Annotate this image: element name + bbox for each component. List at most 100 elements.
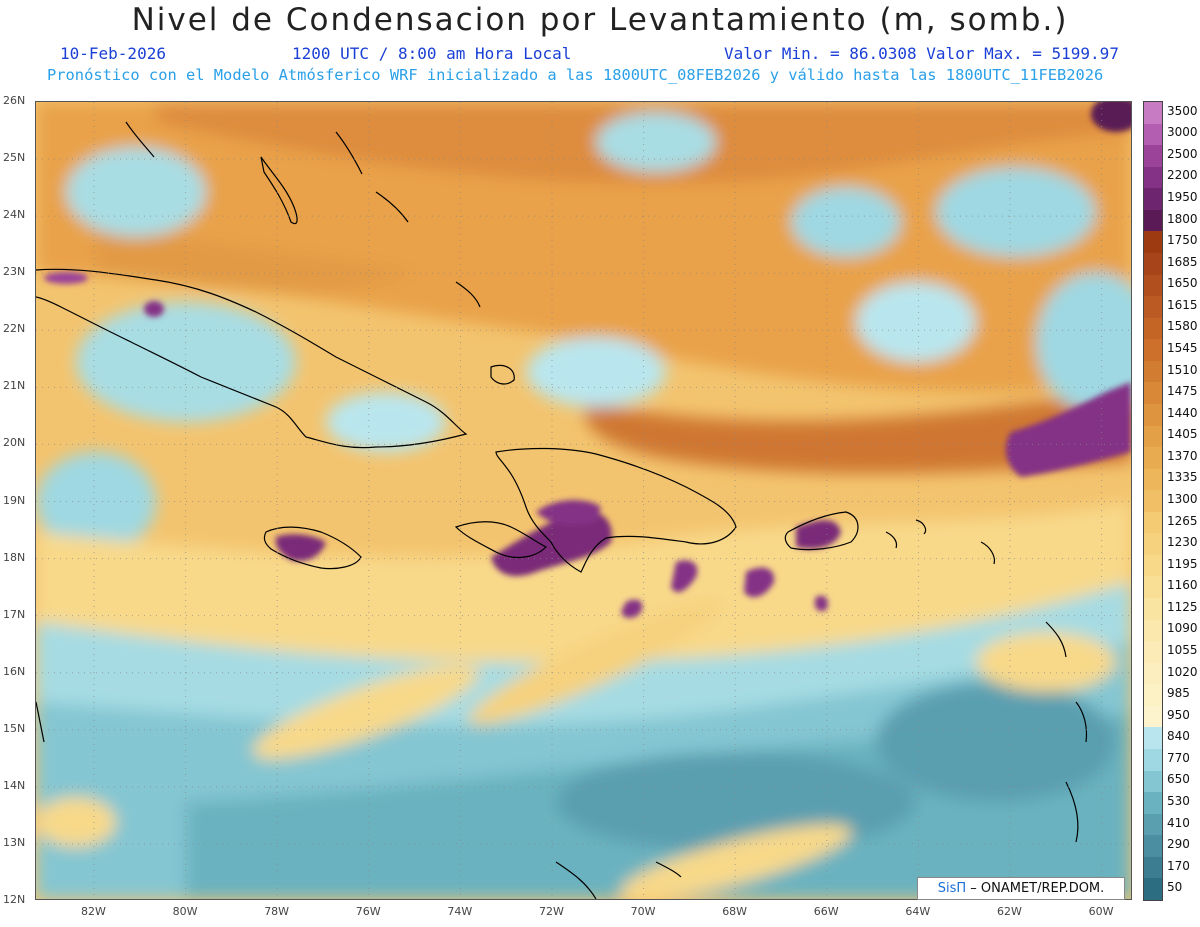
- value-stats: Valor Min. = 86.0308 Valor Max. = 5199.9…: [724, 44, 1119, 63]
- legend-level-label: 170: [1167, 858, 1190, 873]
- lat-tick-label: 22N: [3, 322, 26, 336]
- legend-level-label: 1020: [1167, 664, 1198, 679]
- legend-swatch: [1144, 360, 1162, 383]
- legend-swatch: [1144, 684, 1162, 707]
- legend-swatch: [1144, 619, 1162, 642]
- legend-swatch: [1144, 598, 1162, 621]
- legend-level-label: 3000: [1167, 125, 1198, 140]
- legend-level-label: 1370: [1167, 448, 1198, 463]
- legend-level-label: 1650: [1167, 276, 1198, 291]
- legend-level-label: 1545: [1167, 341, 1198, 356]
- lat-tick-label: 16N: [3, 664, 26, 678]
- legend-level-label: 1800: [1167, 211, 1198, 226]
- legend-level-label: 1475: [1167, 384, 1198, 399]
- legend-level-label: 770: [1167, 750, 1190, 765]
- legend-swatch: [1144, 317, 1162, 340]
- legend-swatch: [1144, 145, 1162, 168]
- credit-text: – ONAMET/REP.DOM.: [970, 881, 1105, 896]
- legend-swatch: [1144, 209, 1162, 232]
- legend-swatch: [1144, 641, 1162, 664]
- lon-tick-label: 60W: [1088, 905, 1114, 918]
- legend-level-label: 1265: [1167, 513, 1198, 528]
- lat-tick-label: 18N: [3, 550, 26, 564]
- legend-swatch: [1144, 511, 1162, 534]
- map-title: Nivel de Condensacion por Levantamiento …: [131, 2, 1069, 38]
- lon-tick-label: 70W: [630, 905, 656, 918]
- lat-tick-label: 17N: [3, 607, 26, 621]
- lon-tick-label: 82W: [81, 905, 106, 918]
- legend-swatch: [1144, 813, 1162, 836]
- legend-swatch: [1144, 123, 1162, 146]
- forecast-date: 10-Feb-2026: [60, 44, 166, 63]
- legend-level-label: 410: [1167, 815, 1190, 830]
- legend-swatch: [1144, 490, 1162, 513]
- legend-level-label: 1230: [1167, 535, 1198, 550]
- legend-level-label: 1405: [1167, 427, 1198, 442]
- legend-level-label: 840: [1167, 729, 1190, 744]
- lat-tick-label: 24N: [3, 208, 26, 222]
- lon-tick-label: 80W: [172, 905, 198, 918]
- lon-tick-label: 72W: [539, 905, 564, 918]
- map-canvas: [35, 101, 1132, 900]
- legend-swatch: [1144, 835, 1162, 858]
- sispi-logo: SisΠ: [937, 881, 967, 896]
- legend-swatch: [1144, 554, 1162, 577]
- lon-tick-label: 78W: [264, 905, 290, 918]
- legend-swatch: [1144, 102, 1162, 125]
- legend-level-label: 530: [1167, 793, 1190, 808]
- legend-swatch: [1144, 382, 1162, 405]
- lon-tick-label: 76W: [355, 905, 381, 918]
- legend-level-label: 650: [1167, 772, 1190, 787]
- lat-tick-label: 20N: [3, 436, 26, 450]
- legend-swatch: [1144, 727, 1162, 750]
- legend-level-label: 1335: [1167, 470, 1198, 485]
- legend-level-label: 1195: [1167, 556, 1198, 571]
- legend-level-label: 985: [1167, 686, 1190, 701]
- legend-swatch: [1144, 296, 1162, 319]
- legend-swatch: [1144, 468, 1162, 491]
- legend-level-label: 1580: [1167, 319, 1198, 334]
- lat-tick-label: 21N: [3, 379, 26, 393]
- legend-swatch: [1144, 166, 1162, 189]
- legend-swatch: [1144, 447, 1162, 470]
- legend-swatch: [1144, 792, 1162, 815]
- legend-level-label: 1685: [1167, 254, 1198, 269]
- lat-tick-label: 23N: [3, 265, 26, 279]
- credit-box: SisΠ – ONAMET/REP.DOM.: [917, 877, 1125, 900]
- lat-tick-label: 19N: [3, 493, 26, 507]
- legend-swatch: [1144, 576, 1162, 599]
- lat-tick-label: 12N: [3, 893, 26, 906]
- lat-tick-label: 25N: [3, 151, 26, 165]
- legend-level-label: 1750: [1167, 233, 1198, 248]
- legend-swatch: [1144, 339, 1162, 362]
- model-info: Pronóstico con el Modelo Atmósferico WRF…: [47, 66, 1104, 84]
- lon-tick-label: 62W: [997, 905, 1022, 918]
- legend-swatch: [1144, 878, 1162, 901]
- legend-swatch: [1144, 856, 1162, 879]
- forecast-time: 1200 UTC / 8:00 am Hora Local: [292, 44, 572, 63]
- legend-level-label: 1090: [1167, 621, 1198, 636]
- lat-tick-label: 15N: [3, 721, 26, 735]
- legend-swatch: [1144, 770, 1162, 793]
- legend-level-label: 1300: [1167, 492, 1198, 506]
- legend-swatch: [1144, 252, 1162, 276]
- legend-level-label: 2200: [1167, 168, 1198, 183]
- legend-level-label: 2500: [1167, 146, 1198, 161]
- lat-tick-label: 26N: [3, 94, 26, 107]
- legend-level-label: 1510: [1167, 362, 1198, 377]
- lat-lon-grid: [36, 102, 1131, 899]
- legend-swatch: [1144, 533, 1162, 556]
- legend-level-label: 1950: [1167, 190, 1198, 205]
- legend-swatch: [1144, 425, 1162, 448]
- lat-tick-label: 14N: [3, 778, 26, 792]
- legend-swatch: [1144, 188, 1162, 211]
- lon-tick-label: 74W: [447, 905, 473, 918]
- color-legend: [1143, 101, 1163, 901]
- legend-swatch: [1144, 662, 1162, 685]
- lcl-field: [36, 102, 1131, 899]
- coastlines: [36, 121, 1088, 899]
- legend-level-label: 1055: [1167, 642, 1198, 657]
- legend-swatch: [1144, 231, 1162, 254]
- legend-swatch: [1144, 274, 1162, 297]
- legend-swatch: [1144, 403, 1162, 426]
